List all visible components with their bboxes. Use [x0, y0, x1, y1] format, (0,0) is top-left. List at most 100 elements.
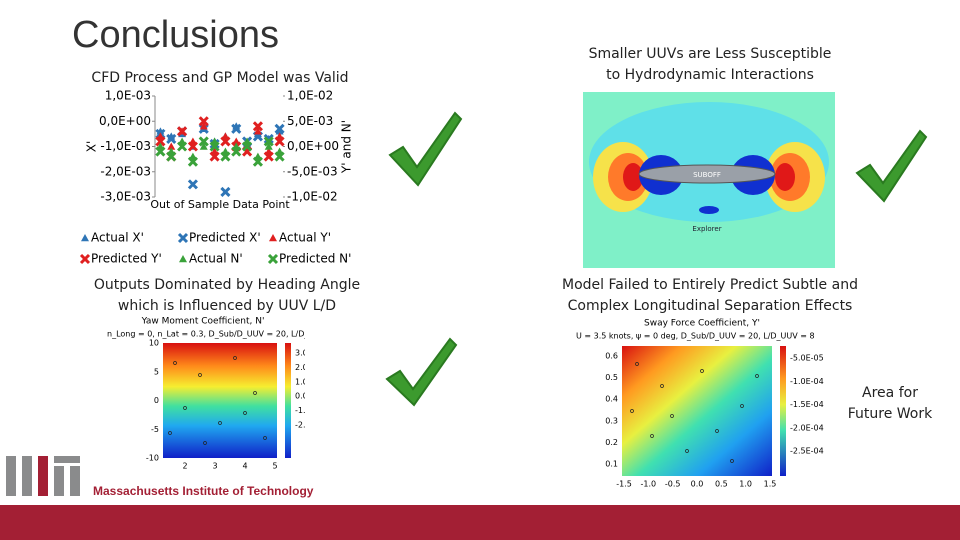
legend-marker [79, 253, 91, 265]
explorer-hull [699, 206, 719, 214]
figure-tick-label: -1.0 [641, 480, 657, 489]
figure-tick-label: 1.5 [764, 480, 777, 489]
data-point [187, 156, 198, 167]
figure-tick-label: -5 [151, 425, 159, 434]
data-point [199, 142, 208, 150]
figure-subtitle: n_Long = 0, n_Lat = 0.3, D_Sub/D_UUV = 2… [107, 330, 305, 339]
figure-tick-label: 0.1 [605, 460, 618, 469]
cfd-label: Explorer [692, 225, 721, 233]
colorbar-label: -2.5E-04 [790, 447, 824, 456]
figure-tick-label: 0.6 [605, 352, 618, 361]
tick-group: 0.6 0.5 0.4 0.3 0.2 0.1 -1.5 -1.0 -0.5 0.0 0.5 1.0 1… [605, 352, 823, 489]
colorbar-label: -2.0E-03 [295, 421, 305, 430]
colorbar-label: 0.0E+00 [295, 392, 305, 401]
heading-line: which is Influenced by UUV L/D [117, 298, 337, 314]
institution-name: Massachusetts Institute of Technology [93, 484, 314, 498]
data-point [198, 116, 209, 127]
logo-bar [54, 456, 80, 463]
logo-bar-red [38, 456, 48, 496]
y-tick-label: -3,0E-03 [100, 190, 151, 204]
check-mark [388, 111, 463, 187]
cfd-field [623, 163, 643, 191]
y-tick-label: 0,0E+00 [99, 114, 151, 128]
x-axis-label: Out of Sample Data Point [150, 198, 290, 211]
figure-tick-label: 5 [154, 367, 159, 376]
data-point [155, 146, 166, 157]
figure-tick-label: 0 [154, 396, 159, 405]
data-point [166, 133, 177, 144]
figure-tick-label: 0.3 [605, 416, 618, 425]
figure-tick-label: -0.5 [665, 480, 681, 489]
colorbar-label: -5.0E-05 [790, 354, 824, 363]
heading-line: Complex Longitudinal Separation Effects [567, 298, 853, 314]
data-point [274, 136, 285, 147]
figure-tick-label: 5 [272, 462, 277, 471]
data-point [209, 151, 220, 162]
y2-tick-label: -5,0E-03 [287, 164, 338, 178]
legend-label: Predicted Y' [91, 252, 162, 266]
data-point [263, 151, 274, 162]
colorbar [780, 346, 786, 476]
legend-label: Predicted N' [279, 252, 351, 266]
footer-bar [0, 505, 960, 540]
colorbar-label: -2.0E-04 [790, 423, 824, 432]
data-point [242, 141, 253, 152]
sample-points [168, 356, 267, 445]
legend-marker [267, 253, 279, 265]
tick-group: 10 5 0 -5 -10 2 3 4 5 3.0E-03 2.0E-03 1.0E-03 0.0E+0… [146, 339, 305, 471]
colorbar-label: -1.5E-04 [790, 400, 824, 409]
legend-label: Predicted X' [189, 231, 261, 245]
sample-points [630, 362, 759, 463]
cfd-image: SUBOFF Explorer [583, 92, 835, 268]
figure-title: Yaw Moment Coefficient, N' [141, 317, 265, 327]
figure-tick-label: 0.5 [715, 480, 728, 489]
figure-tick-label: 0.4 [605, 395, 618, 404]
yaw-figure: Yaw Moment Coefficient, N' n_Long = 0, n… [107, 317, 305, 471]
data-point [220, 136, 231, 147]
figure-tick-label: -10 [146, 454, 159, 463]
figure-subtitle: U = 3.5 knots, ψ = 0 deg, D_Sub/D_UUV = … [576, 332, 815, 341]
heading-line: to Hydrodynamic Interactions [606, 67, 814, 83]
data-point [264, 142, 273, 150]
legend-label: Actual X' [91, 231, 144, 245]
section-heading: Smaller UUVs are Less Susceptible to Hyd… [540, 44, 880, 86]
data-point [274, 123, 285, 134]
colorbar-label: -1.0E-03 [295, 406, 305, 415]
data-point [253, 127, 262, 135]
data-point [198, 136, 209, 147]
y-tick-label: 1,0E-03 [105, 89, 151, 103]
cfd-field [775, 163, 795, 191]
colorbar-label: 1.0E-03 [295, 377, 305, 386]
check-shape [855, 129, 928, 203]
y-axis-label: X' [85, 141, 99, 153]
legend-label: Actual Y' [279, 231, 331, 245]
figure-tick-label: 3 [212, 462, 217, 471]
legend-marker [177, 232, 189, 244]
section-heading: Model Failed to Entirely Predict Subtle … [520, 275, 900, 317]
y-tick-label: -2,0E-03 [100, 164, 151, 178]
data-point [263, 133, 274, 144]
heading-line: Model Failed to Entirely Predict Subtle … [562, 277, 858, 293]
colorbar-label: 2.0E-03 [295, 363, 305, 372]
chart: 1,0E-03 0,0E+00 -1,0E-03 -2,0E-03 -3,0E-03 1,… [79, 89, 354, 266]
section-heading: Outputs Dominated by Heading Angle which… [57, 275, 397, 317]
slide-title: Conclusions [72, 14, 279, 56]
data-point [231, 146, 242, 157]
colorbar-label: 3.0E-03 [295, 349, 305, 358]
y-tick-label: -1,0E-03 [100, 139, 151, 153]
figure-tick-label: 2 [182, 462, 187, 471]
heading-line: Outputs Dominated by Heading Angle [93, 277, 361, 293]
data-point [177, 126, 188, 137]
check-mark [385, 337, 458, 407]
data-point [155, 136, 166, 147]
sway-figure: Sway Force Coefficient, Y' U = 3.5 knots… [576, 319, 824, 489]
heatmap [163, 343, 277, 458]
legend-marker [269, 234, 277, 242]
figure-tick-label: 1.0 [739, 480, 752, 489]
data-point [167, 142, 176, 150]
data-point [166, 151, 177, 162]
y2-tick-label: 5,0E-03 [287, 114, 333, 128]
data-point [274, 151, 285, 162]
data-point [187, 141, 198, 152]
